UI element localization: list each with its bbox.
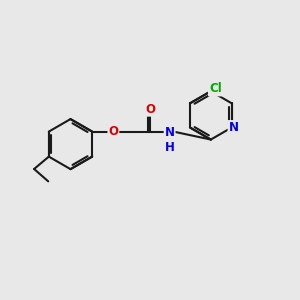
- Text: O: O: [145, 103, 155, 116]
- Text: N
H: N H: [165, 126, 175, 154]
- Text: Cl: Cl: [209, 82, 222, 95]
- Text: O: O: [108, 125, 118, 138]
- Text: N: N: [229, 121, 238, 134]
